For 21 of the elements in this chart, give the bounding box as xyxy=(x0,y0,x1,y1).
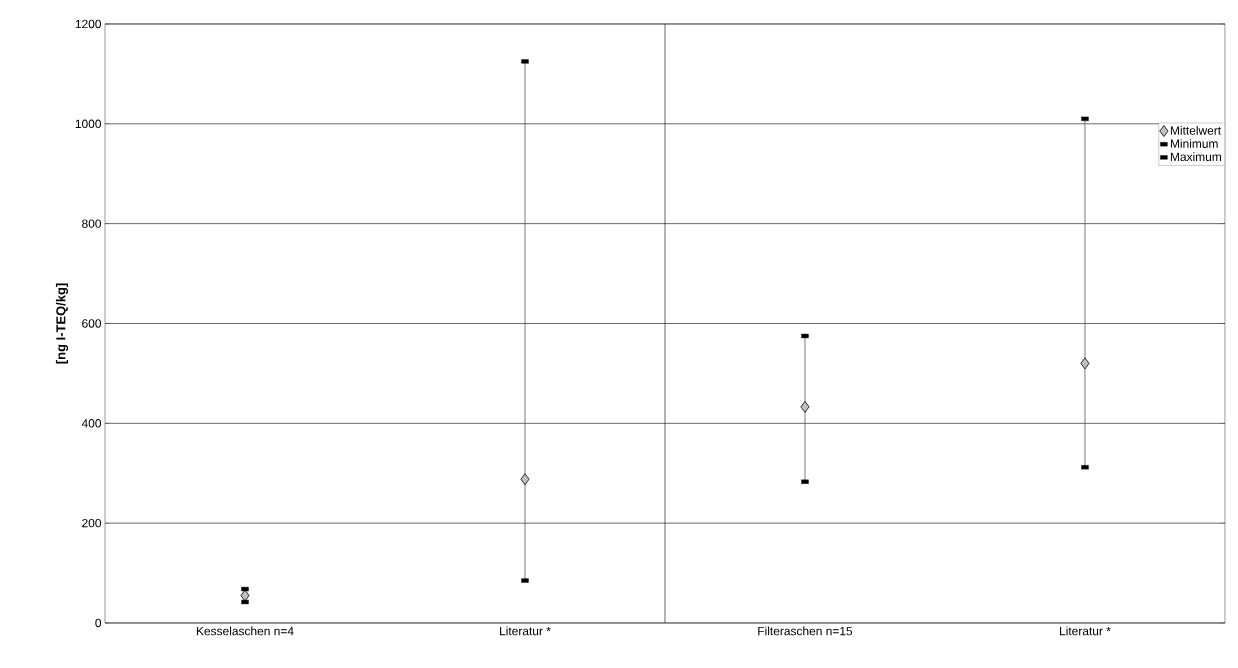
point xyxy=(1080,357,1090,370)
x-tick-label: Literatur * xyxy=(500,626,551,636)
point xyxy=(241,599,249,605)
y-tick-label: 200 xyxy=(82,518,102,528)
legend-label: Mittelwert xyxy=(1170,126,1222,135)
point xyxy=(800,400,810,413)
y-tick-label: 800 xyxy=(82,219,102,228)
legend-label: Minimum xyxy=(1170,139,1218,148)
y-tick-label: 1000 xyxy=(75,119,102,129)
y-tick-label: 0 xyxy=(95,618,102,628)
point xyxy=(801,333,809,339)
x-tick-label: Literatur * xyxy=(1060,626,1111,636)
x-tick-label: Filteraschen n=15 xyxy=(758,626,853,636)
y-tick-label: 1200 xyxy=(75,19,102,29)
x-tick-label: Kesselaschen n=4 xyxy=(196,626,294,636)
y-tick-label: 400 xyxy=(81,419,102,428)
y-axis-title: [ng I-TEQ/kg] xyxy=(55,283,69,364)
point xyxy=(520,473,530,486)
y-tick-label: 600 xyxy=(82,319,102,328)
legend-label: Maximum xyxy=(1170,152,1221,162)
point xyxy=(241,586,249,592)
